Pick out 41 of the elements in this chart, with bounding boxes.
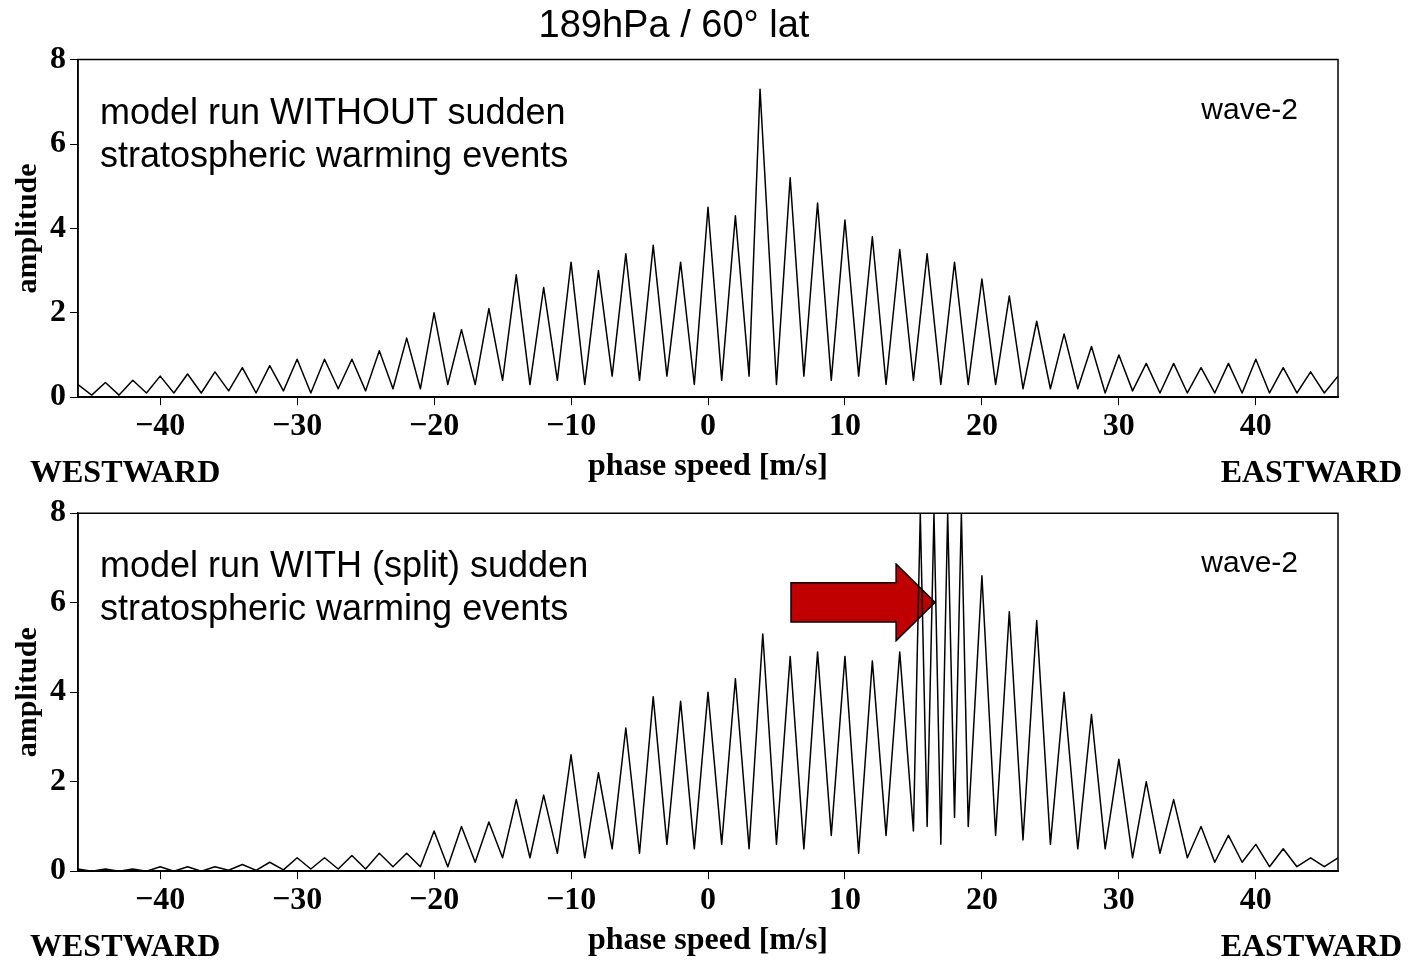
x-axis-title: phase speed [m/s]: [587, 446, 829, 483]
y-tick-label: 4: [50, 671, 66, 708]
y-tick-label: 8: [50, 38, 66, 75]
y-tick-label: 0: [50, 376, 66, 413]
y-tick-label: 6: [50, 123, 66, 160]
x-tick-label: −40: [135, 879, 186, 916]
x-tick-label: −20: [408, 405, 460, 442]
y-tick-label: 6: [50, 581, 66, 618]
x-tick-label: −10: [545, 405, 597, 442]
x-tick-label: 20: [965, 405, 998, 442]
chart-title: 189hPa / 60° lat: [538, 3, 810, 46]
x-tick-label: 10: [828, 879, 861, 916]
text: WESTWARD: [30, 453, 221, 490]
x-tick-label: 0: [700, 879, 716, 916]
text: EASTWARD: [1220, 927, 1402, 964]
x-tick-label: 30: [1102, 879, 1135, 916]
y-tick-label: 8: [50, 492, 66, 529]
x-tick-label: −40: [135, 405, 186, 442]
x-tick-label: 10: [828, 405, 861, 442]
y-tick-label: 2: [50, 760, 66, 797]
y-axis-title: amplitude: [8, 163, 42, 294]
annotation: model run WITH (split) sudden stratospheric warming events: [100, 543, 590, 630]
annotation: wave-2: [1201, 91, 1298, 126]
y-tick-label: 4: [50, 207, 66, 244]
annotation: model run WITHOUT sudden stratospheric warming events: [100, 89, 570, 176]
x-tick-label: 30: [1102, 405, 1135, 442]
x-tick-label: 0: [700, 405, 716, 442]
y-tick-label: 0: [50, 850, 66, 887]
x-tick-label: 40: [1239, 405, 1272, 442]
x-tick-label: −30: [272, 879, 323, 916]
y-tick-label: 2: [50, 292, 66, 329]
y-axis-title: amplitude: [8, 627, 42, 758]
x-tick-label: −20: [408, 879, 460, 916]
text: EASTWARD: [1220, 453, 1402, 490]
x-tick-label: −10: [545, 879, 597, 916]
annotation: wave-2: [1201, 545, 1298, 580]
text: WESTWARD: [30, 927, 221, 964]
x-axis-title: phase speed [m/s]: [587, 920, 829, 957]
x-tick-label: 40: [1239, 879, 1272, 916]
x-tick-label: −30: [272, 405, 323, 442]
x-tick-label: 20: [965, 879, 998, 916]
